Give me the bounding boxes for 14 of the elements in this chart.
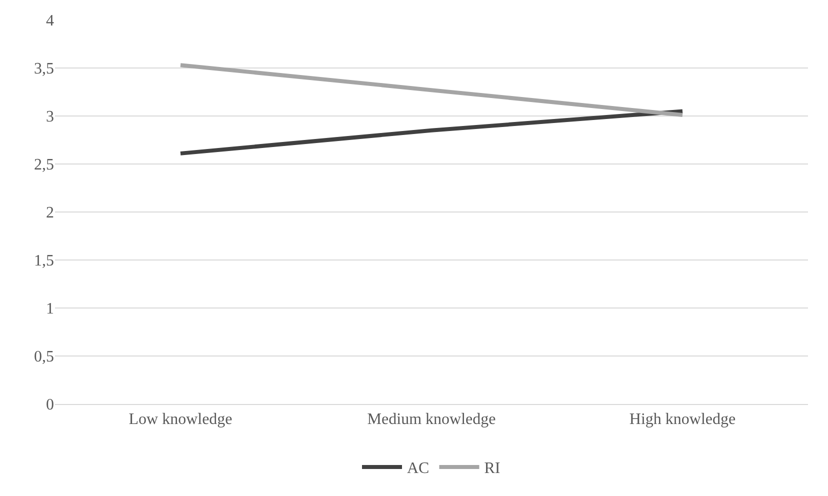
y-tick-label: 2,5 <box>34 156 54 174</box>
y-tick-label: 1 <box>46 300 54 318</box>
y-tick-label: 0 <box>46 396 54 414</box>
y-tick-label: 1,5 <box>34 252 54 270</box>
x-tick-label: High knowledge <box>629 411 736 428</box>
y-tick-label: 3 <box>46 108 54 126</box>
x-tick-label: Low knowledge <box>128 411 232 428</box>
y-tick-label: 0,5 <box>34 348 54 366</box>
legend-label: AC <box>407 460 430 478</box>
x-tick-label: Medium knowledge <box>367 411 496 428</box>
y-tick-label: 2 <box>46 204 54 222</box>
y-tick-label: 3,5 <box>34 60 54 78</box>
y-tick-label: 4 <box>46 12 54 30</box>
legend-label: RI <box>484 460 500 478</box>
